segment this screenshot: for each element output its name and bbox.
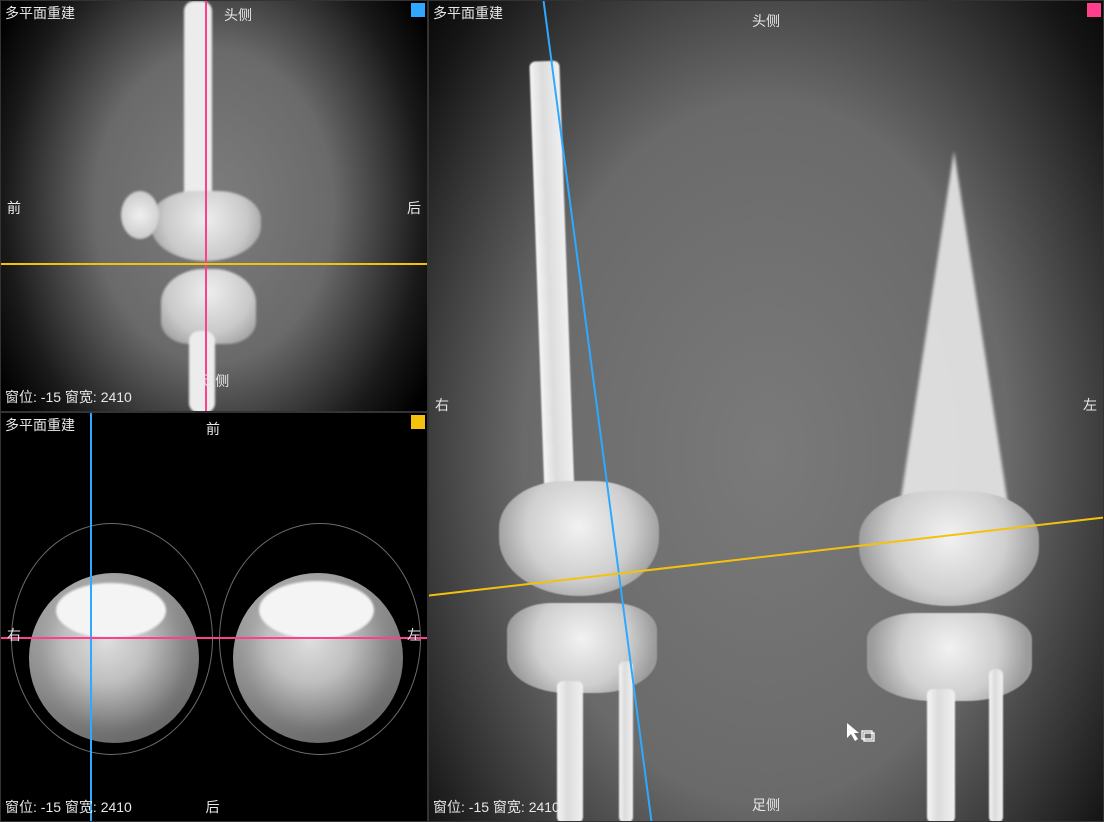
sagittal-image[interactable]: [1, 1, 427, 411]
axial-image[interactable]: [1, 413, 427, 821]
axial-orientation-top: 前: [206, 419, 220, 439]
axial-crosshair-horizontal[interactable]: [1, 637, 427, 639]
axial-crosshair-vertical[interactable]: [90, 413, 92, 821]
coronal-orientation-left: 右: [435, 395, 449, 415]
coronal-orientation-bottom: 足侧: [752, 795, 780, 815]
coronal-orientation-top: 头侧: [752, 11, 780, 31]
sagittal-window-level: 窗位: -15 窗宽: 2410: [5, 387, 132, 407]
sagittal-orientation-top: 头侧: [224, 5, 252, 25]
cursor-icon: [847, 723, 875, 752]
coronal-title: 多平面重建: [433, 3, 503, 23]
axial-orientation-bottom: 后: [205, 797, 219, 817]
sagittal-viewport[interactable]: 多平面重建 头侧 足侧 前 后 窗位: -15 窗宽: 2410: [0, 0, 428, 412]
coronal-corner-marker[interactable]: [1087, 3, 1101, 17]
coronal-crosshair-overlay[interactable]: [429, 1, 1103, 821]
axial-orientation-right: 左: [407, 625, 421, 645]
coronal-viewport[interactable]: 多平面重建 头侧 足侧 右 左 窗位: -15 窗宽: 2410: [428, 0, 1104, 822]
axial-window-level: 窗位: -15 窗宽: 2410: [5, 797, 132, 817]
sagittal-orientation-bottom: 足侧: [201, 371, 229, 391]
sagittal-corner-marker[interactable]: [411, 3, 425, 17]
coronal-crosshair-blue[interactable]: [544, 1, 652, 821]
coronal-window-level: 窗位: -15 窗宽: 2410: [433, 797, 560, 817]
sagittal-crosshair-vertical[interactable]: [205, 1, 207, 411]
coronal-crosshair-yellow[interactable]: [429, 518, 1103, 596]
axial-viewport[interactable]: 多平面重建 前 后 右 左 窗位: -15 窗宽: 2410: [0, 412, 428, 822]
axial-corner-marker[interactable]: [411, 415, 425, 429]
sagittal-crosshair-horizontal[interactable]: [1, 263, 427, 265]
axial-title: 多平面重建: [5, 415, 75, 435]
axial-orientation-left: 右: [7, 625, 21, 645]
sagittal-orientation-left: 前: [7, 198, 21, 218]
sagittal-orientation-right: 后: [407, 198, 421, 218]
sagittal-title: 多平面重建: [5, 3, 75, 23]
coronal-orientation-right: 左: [1083, 395, 1097, 415]
